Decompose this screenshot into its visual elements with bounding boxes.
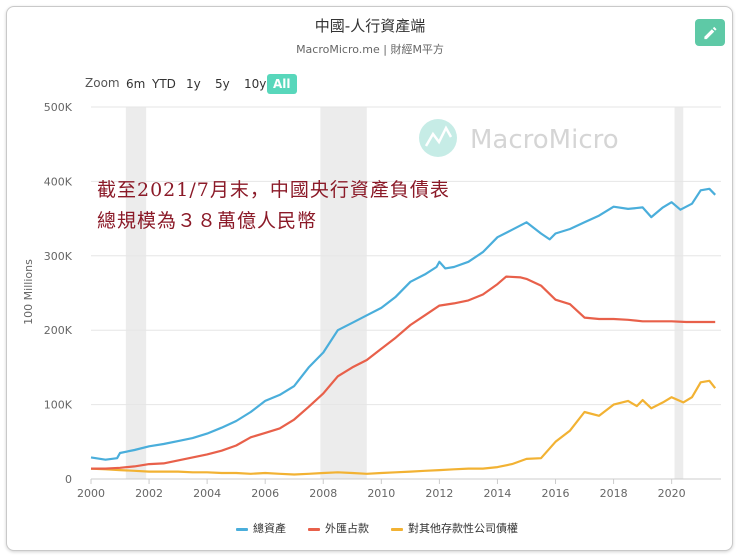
zoom-all-button[interactable]: All [267,74,297,94]
x-tick-label: 2002 [135,487,163,500]
y-tick-label: 500K [44,101,73,114]
zoom-6m-button[interactable]: 6m [126,77,146,91]
annotation-line-1: 截至2021/7月末，中國央行資產負債表 [97,179,450,201]
x-tick-label: 2000 [77,487,105,500]
x-tick-label: 2006 [251,487,279,500]
x-axis-ticks: 2000 2002 2004 2006 2008 2010 2012 2014 2016 2018… [77,479,686,500]
y-tick-label: 200K [44,324,73,337]
legend-label: 總資產 [253,522,286,535]
chart-title: 中國-人行資產端 [314,17,426,35]
y-axis-ticks: 0 100K 200K 300K 400K 500K [44,101,73,486]
gridlines [91,106,721,480]
shaded-period-2 [674,107,684,479]
x-tick-label: 2004 [193,487,221,500]
x-tick-label: 2014 [483,487,511,500]
x-tick-label: 2010 [367,487,395,500]
y-tick-label: 0 [65,473,72,486]
annotation-line-2: 總規模為３８萬億人民幣 [97,210,318,232]
legend: 總資產 外匯占款 對其他存款性公司債權 [0,520,740,538]
legend-swatch [236,528,248,531]
zoom-5y-button[interactable]: 5y [215,77,230,91]
series-line-0 [90,187,716,461]
y-tick-label: 300K [44,250,73,263]
legend-label: 外匯占款 [325,522,369,535]
zoom-label: Zoom [85,76,120,90]
pencil-icon [704,26,717,40]
legend-label: 對其他存款性公司債權 [408,522,518,535]
shaded-period-0 [125,107,147,479]
x-tick-label: 2020 [658,487,686,500]
shaded-period-1 [320,107,367,479]
legend-swatch [391,528,403,531]
x-tick-label: 2012 [425,487,453,500]
x-tick-label: 2018 [600,487,628,500]
recession-shading [125,107,684,479]
x-tick-label: 2008 [309,487,337,500]
watermark: MacroMicro [419,119,619,157]
zoom-10y-button[interactable]: 10y [244,77,267,91]
watermark-text: MacroMicro [470,125,619,155]
legend-swatch [308,528,320,531]
series-line-2 [90,379,717,476]
series-line-1 [91,275,716,470]
y-axis-label: 100 Millions [22,259,35,325]
edit-button[interactable] [695,19,725,46]
x-tick-label: 2016 [542,487,570,500]
y-tick-label: 100K [44,399,73,412]
macromicro-logo-icon [419,119,457,157]
series-lines [90,187,717,476]
chart-subtitle: MacroMicro.me | 財經M平方 [296,43,444,56]
zoom-1y-button[interactable]: 1y [186,77,201,91]
y-tick-label: 400K [44,175,73,188]
zoom-ytd-button[interactable]: YTD [152,77,176,91]
